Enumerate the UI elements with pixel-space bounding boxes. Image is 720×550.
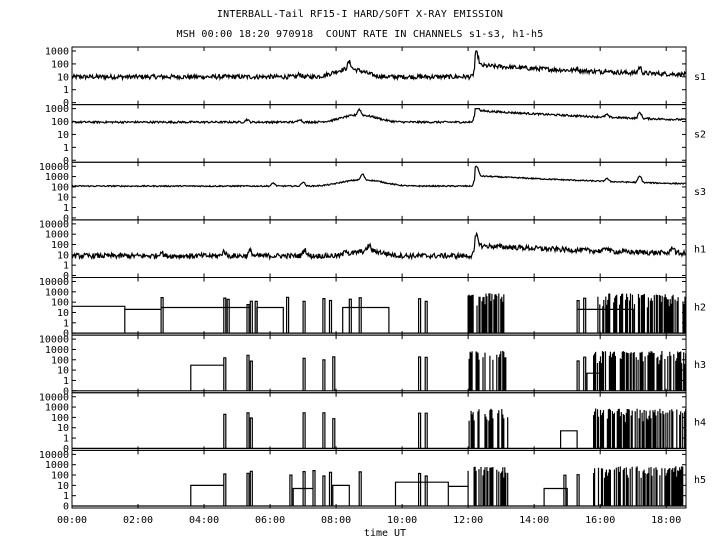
x-tick-label: 04:00 xyxy=(189,515,219,526)
y-tick-label-h2: 0 xyxy=(63,329,69,340)
series-label-h3: h3 xyxy=(694,360,706,371)
y-tick-label-h3: 10000 xyxy=(39,335,69,346)
y-tick-label-h4: 1000 xyxy=(45,403,69,414)
y-tick-label-h4: 100 xyxy=(51,413,69,424)
y-tick-label-h2: 100 xyxy=(51,298,69,309)
series-label-s2: s2 xyxy=(694,129,706,140)
y-tick-label-h4: 1 xyxy=(63,434,69,445)
y-tick-label-s3: 10000 xyxy=(39,162,69,173)
y-tick-label-h3: 1 xyxy=(63,376,69,387)
x-axis-label: time UT xyxy=(364,528,406,539)
x-tick-label: 06:00 xyxy=(255,515,285,526)
y-tick-label-h3: 1000 xyxy=(45,345,69,356)
series-line-s2 xyxy=(71,107,687,125)
y-tick-label-h1: 0 xyxy=(63,271,69,282)
series-line-s1 xyxy=(71,50,687,82)
y-tick-label-h4: 0 xyxy=(63,444,69,455)
y-tick-label-s3: 0 xyxy=(63,213,69,224)
y-tick-label-h2: 1000 xyxy=(45,287,69,298)
series-line-s3 xyxy=(72,165,687,188)
series-line-h3 xyxy=(72,350,687,392)
y-tick-label-h1: 10 xyxy=(57,250,69,261)
y-tick-label-h5: 10 xyxy=(57,481,69,492)
y-tick-label-h1: 10000 xyxy=(39,219,69,230)
panel-frame-s2 xyxy=(71,104,687,163)
y-tick-label-s2: 100 xyxy=(51,117,69,128)
series-label-h5: h5 xyxy=(694,475,706,486)
y-tick-label-h1: 1 xyxy=(63,261,69,272)
panel-frame-h1 xyxy=(71,219,687,278)
x-tick-label: 02:00 xyxy=(123,515,153,526)
y-tick-label-h2: 1 xyxy=(63,318,69,329)
y-tick-label-h5: 0 xyxy=(63,502,69,513)
y-tick-label-h5: 1 xyxy=(63,491,69,502)
panel-frame-h2 xyxy=(71,277,687,336)
y-tick-label-h3: 0 xyxy=(63,386,69,397)
y-tick-label-s1: 1 xyxy=(63,85,69,96)
x-tick-label: 18:00 xyxy=(651,515,681,526)
y-tick-label-s1: 1000 xyxy=(45,47,69,58)
series-line-h2 xyxy=(71,293,686,334)
chart-title: INTERBALL-Tail RF15-I HARD/SOFT X-RAY EM… xyxy=(216,9,504,20)
y-tick-label-s3: 1 xyxy=(63,203,69,214)
y-tick-label-s1: 0 xyxy=(63,98,69,109)
y-tick-label-s1: 10 xyxy=(57,72,69,83)
x-tick-label: 14:00 xyxy=(519,515,549,526)
x-tick-label: 12:00 xyxy=(453,515,483,526)
x-tick-label: 00:00 xyxy=(57,515,87,526)
y-tick-label-h1: 100 xyxy=(51,240,69,251)
x-tick-label: 16:00 xyxy=(585,515,615,526)
y-tick-label-s2: 1 xyxy=(63,143,69,154)
panel-frame-s3 xyxy=(71,161,687,221)
y-tick-label-s3: 100 xyxy=(51,182,69,193)
y-tick-label-h1: 1000 xyxy=(45,230,69,241)
y-tick-label-h4: 10 xyxy=(57,423,69,434)
y-tick-label-h5: 1000 xyxy=(45,460,69,471)
panel-frame-h5 xyxy=(71,449,687,509)
y-tick-label-s1: 100 xyxy=(51,59,69,70)
y-tick-label-h2: 10 xyxy=(57,308,69,319)
y-tick-label-h3: 100 xyxy=(51,355,69,366)
series-line-h1 xyxy=(71,231,687,261)
series-line-h4 xyxy=(72,408,687,449)
x-tick-label: 10:00 xyxy=(387,515,417,526)
y-tick-label-h4: 10000 xyxy=(39,392,69,403)
y-tick-label-s2: 1000 xyxy=(45,104,69,115)
series-label-h4: h4 xyxy=(694,418,706,429)
y-tick-label-s3: 1000 xyxy=(45,172,69,183)
series-label-h1: h1 xyxy=(694,245,706,256)
chart-subtitle: MSH 00:00 18:20 970918 COUNT RATE IN CHA… xyxy=(176,29,544,40)
y-tick-label-s2: 0 xyxy=(63,156,69,167)
x-tick-label: 08:00 xyxy=(321,515,351,526)
y-tick-label-h5: 100 xyxy=(51,471,69,482)
y-tick-label-h2: 10000 xyxy=(39,277,69,288)
series-label-h2: h2 xyxy=(694,302,706,313)
series-line-h5 xyxy=(72,466,686,507)
y-tick-label-s2: 10 xyxy=(57,130,69,141)
y-tick-label-s3: 10 xyxy=(57,193,69,204)
y-tick-label-h5: 10000 xyxy=(39,450,69,461)
series-label-s3: s3 xyxy=(694,187,706,198)
series-label-s1: s1 xyxy=(694,72,706,83)
y-tick-label-h3: 10 xyxy=(57,366,69,377)
